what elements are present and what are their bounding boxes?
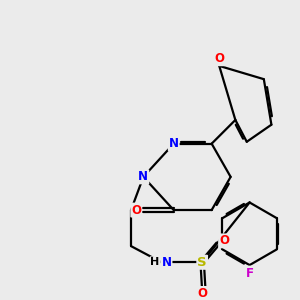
Text: O: O bbox=[131, 204, 141, 217]
Text: N: N bbox=[169, 137, 179, 150]
Text: O: O bbox=[219, 234, 229, 248]
Text: O: O bbox=[197, 287, 207, 300]
Text: F: F bbox=[246, 267, 254, 280]
Text: S: S bbox=[197, 256, 207, 269]
Text: N: N bbox=[161, 256, 172, 269]
Text: H: H bbox=[151, 257, 160, 267]
Text: N: N bbox=[138, 170, 148, 183]
Text: O: O bbox=[214, 52, 224, 65]
